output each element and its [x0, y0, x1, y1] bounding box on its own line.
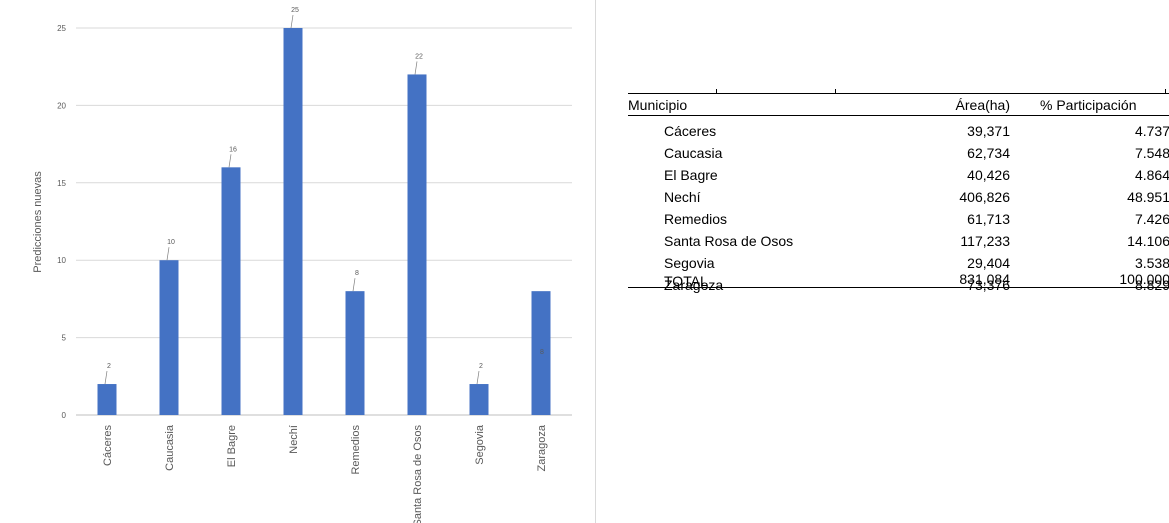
y-tick-label: 15: [57, 179, 66, 188]
table-header-area: Área(ha): [955, 97, 1010, 113]
table-cell-participacion: 48.951: [1127, 189, 1169, 205]
data-label-leader: [228, 154, 232, 168]
table-top-tick: [1165, 89, 1166, 93]
y-tick-label: 10: [57, 256, 66, 265]
x-category-label: Segovia: [474, 424, 486, 465]
table-cell-municipio: Zaragoza: [664, 277, 724, 293]
x-category-label: Zaragoza: [536, 424, 548, 471]
table-cell-municipio: Caucasia: [664, 145, 723, 161]
table-header-participacion: % Participación: [1040, 97, 1137, 113]
data-label-leader: [290, 14, 294, 29]
table-total-participacion: 100.000: [1119, 271, 1169, 287]
table-cell-participacion: 8.829: [1134, 277, 1169, 293]
bar: [345, 291, 365, 415]
data-label: 22: [415, 53, 423, 60]
data-label-leader: [166, 247, 170, 261]
table-cell-area: 61,713: [967, 211, 1010, 227]
table-cell-area: 40,426: [967, 167, 1010, 183]
table-total-label: TOTAL: [664, 273, 708, 289]
y-tick-label: 5: [62, 334, 67, 343]
table-cell-area: 29,404: [967, 255, 1010, 271]
x-category-label: Santa Rosa de Osos: [412, 425, 424, 523]
area-table: Municipio Área(ha) % Participación Cácer…: [620, 80, 1169, 320]
y-tick-label: 0: [62, 411, 67, 420]
table-cell-municipio: Cáceres: [664, 123, 717, 139]
table-cell-municipio: Remedios: [664, 211, 728, 227]
data-label-leader: [352, 278, 356, 292]
table-header-rule: [628, 115, 1169, 116]
bar: [407, 74, 427, 415]
table-top-tick: [835, 89, 836, 93]
table-cell-area: 62,734: [967, 145, 1010, 161]
table-header-municipio: Municipio: [628, 97, 688, 113]
bar: [97, 384, 117, 415]
bar: [221, 167, 241, 415]
table-cell-municipio: Segovia: [664, 255, 715, 271]
table-cell-area: 39,371: [967, 123, 1010, 139]
table-cell-municipio: Santa Rosa de Osos: [664, 233, 794, 249]
table-cell-participacion: 3.538: [1134, 255, 1169, 271]
table-cell-participacion: 14.106: [1127, 233, 1169, 249]
table-cell-area: 117,233: [960, 233, 1010, 249]
bar: [283, 28, 303, 415]
x-category-label: Cáceres: [102, 425, 114, 466]
data-label: 25: [291, 7, 299, 14]
y-tick-label: 25: [57, 24, 66, 33]
data-label: 10: [167, 239, 175, 246]
data-label: 8: [355, 270, 359, 277]
table-cell-area: 406,826: [959, 189, 1010, 205]
table-top-rule: [628, 93, 1169, 94]
data-label: 2: [479, 363, 483, 370]
x-category-label: Remedios: [350, 425, 362, 475]
data-label-leader: [104, 370, 108, 385]
table-cell-municipio: Nechí: [664, 189, 701, 205]
bar: [531, 291, 551, 415]
bar: [159, 260, 179, 415]
table-cell-participacion: 4.864: [1134, 167, 1169, 183]
data-label: 2: [107, 363, 111, 370]
data-label-leader: [414, 61, 418, 75]
table-cell-participacion: 7.548: [1134, 145, 1169, 161]
x-category-label: El Bagre: [226, 425, 238, 467]
x-category-label: Caucasia: [164, 424, 176, 471]
table-cell-participacion: 7.426: [1134, 211, 1169, 227]
table-cell-area: 73,376: [967, 277, 1010, 293]
y-tick-label: 20: [57, 101, 66, 110]
bar-chart: 0 5 10 15 20 25 Predicciones nuevas 2 Cáceres 10 C…: [32, 7, 572, 523]
table-cell-participacion: 4.737: [1134, 123, 1169, 139]
table-bottom-rule: [628, 287, 1169, 288]
data-label: 8: [540, 349, 544, 356]
table-total-area: 831,084: [959, 271, 1010, 287]
data-label: 16: [229, 146, 237, 153]
x-category-label: Nechí: [288, 425, 300, 454]
bar: [469, 384, 489, 415]
bar-chart-panel: 0 5 10 15 20 25 Predicciones nuevas 2 Cáceres 10 C…: [32, 0, 596, 523]
y-axis-title: Predicciones nuevas: [32, 171, 44, 273]
data-label-leader: [476, 370, 480, 385]
table-cell-municipio: El Bagre: [664, 167, 718, 183]
table-top-tick: [716, 89, 717, 93]
